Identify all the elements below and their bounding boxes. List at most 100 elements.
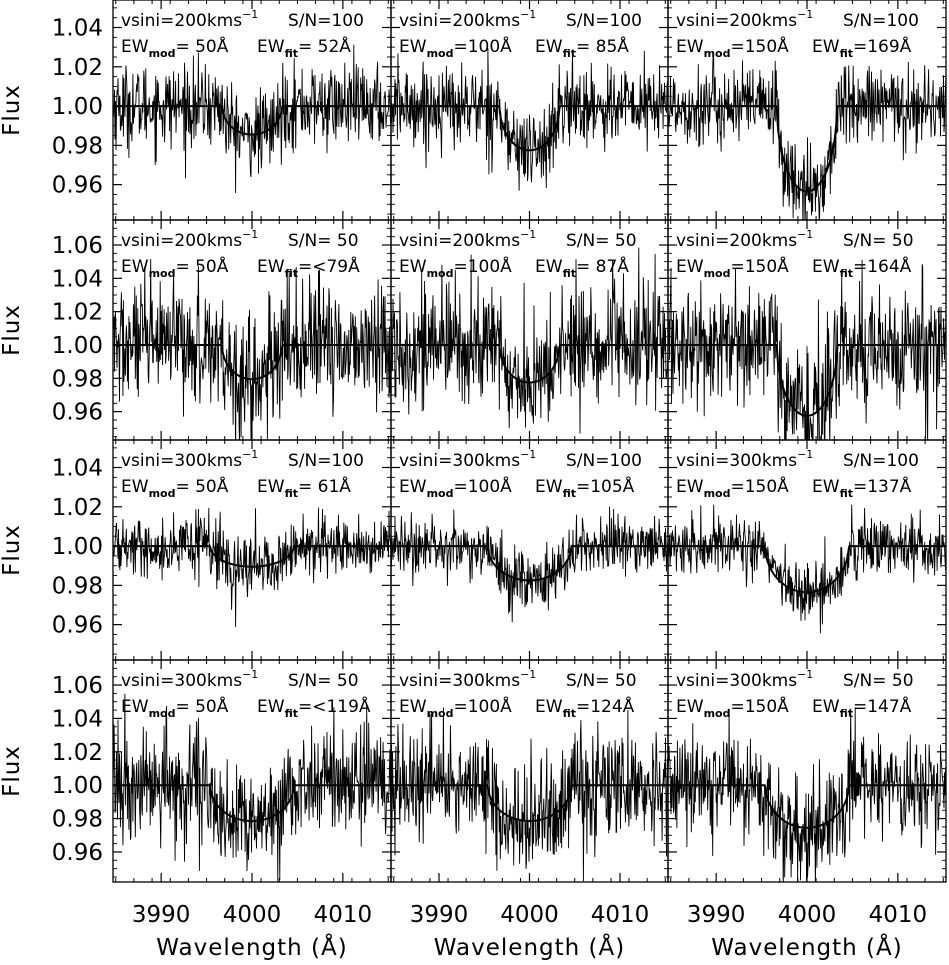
spectrum-series <box>113 693 391 882</box>
y-tick-label: 0.98 <box>52 366 103 392</box>
spectrum-series <box>391 47 668 191</box>
ew-fit-label: EWfit=<119Å <box>257 695 371 720</box>
spectrum-series <box>668 259 946 440</box>
ew-mod-label: EWmod= 50Å <box>121 475 229 500</box>
ew-mod-label: EWmod=100Å <box>399 35 512 60</box>
panel-2-2: vsini=200kms−1 S/N= 50 EWmod=100Å EWfit= 87… <box>390 219 669 441</box>
vsini-label: vsini=200kms−1 <box>399 8 536 31</box>
x-tick-label: 4000 <box>500 902 559 928</box>
spectrum-series <box>391 247 668 434</box>
x-tick-label: 3990 <box>132 902 191 928</box>
y-tick-label: 1.00 <box>52 94 103 120</box>
panel-frame <box>390 439 669 661</box>
sn-label: S/N= 50 <box>288 231 359 251</box>
y-axis-title: Flux <box>0 524 25 576</box>
model-fit-line <box>668 545 946 594</box>
panel-1-2: vsini=200kms−1 S/N=100 EWmod=100Å EWfit= 85… <box>390 0 669 221</box>
panel-1-3: vsini=200kms−1 S/N=100 EWmod=150Å EWfit=169… <box>667 0 947 221</box>
sn-label: S/N= 50 <box>843 231 914 251</box>
sn-label: S/N= 50 <box>288 671 359 691</box>
ew-mod-label: EWmod=150Å <box>676 695 789 720</box>
sn-label: S/N=100 <box>288 11 364 31</box>
x-axis-title: Wavelength (Å) <box>711 933 902 961</box>
y-tick-label: 1.02 <box>52 55 103 81</box>
model-fit-line <box>391 545 668 582</box>
y-tick-label: 0.96 <box>52 400 103 426</box>
y-tick-label: 1.02 <box>52 740 103 766</box>
x-tick-label: 3990 <box>687 902 746 928</box>
vsini-label: vsini=300kms−1 <box>399 448 536 471</box>
sn-label: S/N=100 <box>843 451 919 471</box>
model-fit-line <box>113 344 391 381</box>
x-tick-label: 3990 <box>410 902 469 928</box>
y-tick-label: 1.04 <box>52 16 103 42</box>
ew-mod-label: EWmod= 50Å <box>121 695 229 720</box>
vsini-label: vsini=200kms−1 <box>121 8 258 31</box>
ew-mod-label: EWmod=100Å <box>399 475 512 500</box>
ew-fit-label: EWfit= 85Å <box>535 35 629 60</box>
ew-fit-label: EWfit=<79Å <box>257 255 360 280</box>
y-tick-label: 0.96 <box>52 840 103 866</box>
ew-mod-label: EWmod=150Å <box>676 475 789 500</box>
sn-label: S/N= 50 <box>566 671 637 691</box>
sn-label: S/N=100 <box>288 451 364 471</box>
model-fit-line <box>668 105 946 193</box>
vsini-label: vsini=200kms−1 <box>676 8 813 31</box>
ew-fit-label: EWfit=164Å <box>812 255 912 280</box>
ew-mod-label: EWmod=100Å <box>399 695 512 720</box>
y-tick-label: 1.06 <box>52 233 103 259</box>
x-tick-label: 4000 <box>223 902 282 928</box>
model-fit-line <box>113 105 391 136</box>
panel-3-2: vsini=300kms−1 S/N=100 EWmod=100Å EWfit=105… <box>390 439 669 661</box>
ew-mod-label: EWmod= 50Å <box>121 35 229 60</box>
y-tick-label: 0.98 <box>52 133 103 159</box>
spectrum-series <box>668 53 946 220</box>
model-fit-line <box>113 784 391 823</box>
model-fit-line <box>668 344 946 417</box>
y-axis-title: Flux <box>0 745 25 797</box>
vsini-label: vsini=200kms−1 <box>676 228 813 251</box>
panel-3-3: vsini=300kms−1 S/N=100 EWmod=150Å EWfit=137… <box>667 439 947 661</box>
sn-label: S/N= 50 <box>566 231 637 251</box>
panel-3-1: 1.04 1.02 1.00 0.98 0.96 vsini=300kms−1 S/N=10… <box>52 439 392 661</box>
spectrum-series <box>391 506 668 623</box>
y-tick-label: 1.00 <box>52 333 103 359</box>
ew-fit-label: EWfit= 61Å <box>257 475 351 500</box>
sn-label: S/N=100 <box>843 11 919 31</box>
sn-label: S/N=100 <box>566 11 642 31</box>
sn-label: S/N= 50 <box>843 671 914 691</box>
panel-4-3: 3990 4000 4010 vsini=300kms−1 S/N= 50 EWmod=1… <box>667 659 947 928</box>
model-fit-line <box>391 344 668 384</box>
model-fit-line <box>668 784 946 829</box>
y-tick-label: 1.00 <box>52 773 103 799</box>
panel-4-2: 3990 4000 4010 vsini=300kms−1 S/N= 50 EWmod=1… <box>390 659 669 928</box>
y-tick-label: 0.98 <box>52 573 103 599</box>
y-tick-label: 1.04 <box>52 266 103 292</box>
panel-2-1: 1.06 1.04 1.02 1.00 0.98 0.96 vsini=200kms−1 S/… <box>52 219 392 441</box>
panel-1-1: 1.04 1.02 1.00 0.98 0.96 vsini=200kms−1 S/N=10… <box>52 0 392 221</box>
spectrum-series <box>668 504 946 634</box>
ew-fit-label: EWfit= 87Å <box>535 255 629 280</box>
vsini-label: vsini=300kms−1 <box>399 668 536 691</box>
y-tick-label: 0.96 <box>52 613 103 639</box>
ew-fit-label: EWfit=137Å <box>812 475 912 500</box>
sn-label: S/N=100 <box>566 451 642 471</box>
vsini-label: vsini=300kms−1 <box>121 448 258 471</box>
vsini-label: vsini=200kms−1 <box>399 228 536 251</box>
model-fit-line <box>391 105 668 152</box>
y-tick-label: 1.00 <box>52 534 103 560</box>
ew-fit-label: EWfit=105Å <box>535 475 635 500</box>
ew-fit-label: EWfit=124Å <box>535 695 635 720</box>
vsini-label: vsini=300kms−1 <box>121 668 258 691</box>
vsini-label: vsini=200kms−1 <box>121 228 258 251</box>
y-tick-label: 1.02 <box>52 300 103 326</box>
ew-mod-label: EWmod=150Å <box>676 35 789 60</box>
spectrum-series <box>391 707 668 882</box>
x-axis-title: Wavelength (Å) <box>156 933 347 961</box>
y-tick-label: 0.96 <box>52 173 103 199</box>
x-tick-label: 4010 <box>591 902 650 928</box>
y-axis-title: Flux <box>0 304 25 356</box>
y-tick-label: 0.98 <box>52 807 103 833</box>
model-fit-line <box>391 784 668 823</box>
ew-fit-label: EWfit=147Å <box>812 695 912 720</box>
